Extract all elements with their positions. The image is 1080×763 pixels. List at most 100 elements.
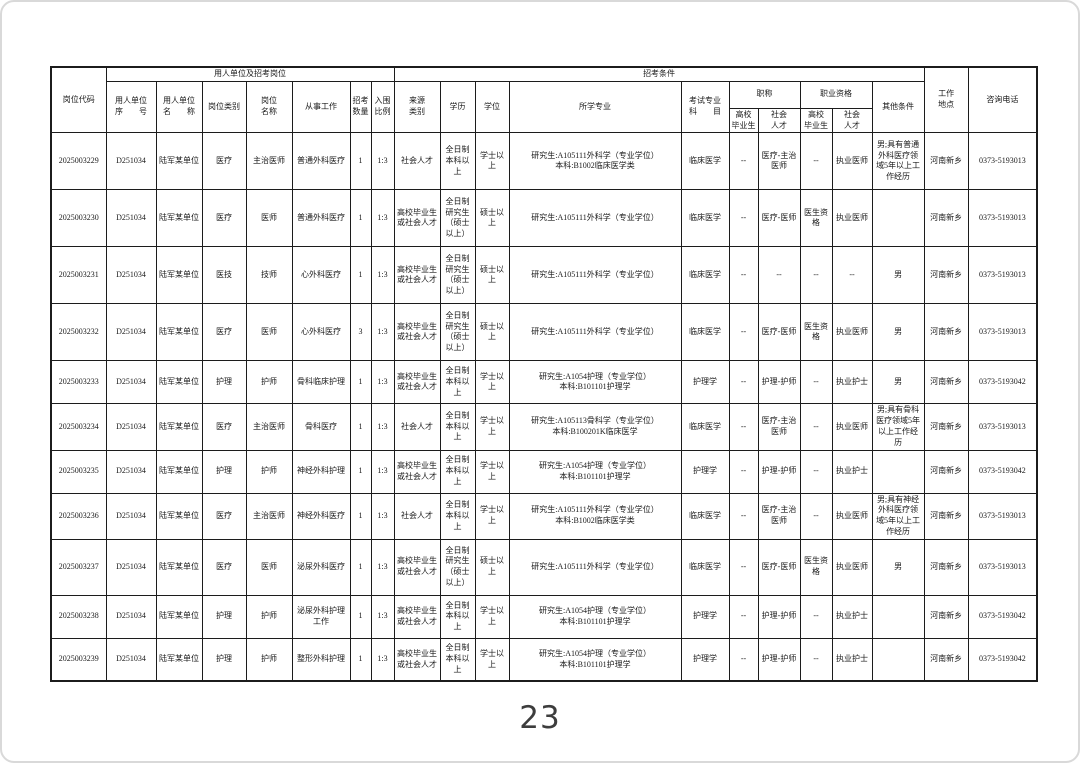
cell-recruit-count: 3 xyxy=(349,303,372,362)
cell-phone: 0373-5193013 xyxy=(967,538,1038,596)
cell-work-content: 泌尿外科医疗 xyxy=(291,538,351,596)
cell-other-conditions: 男;具有普通外科医疗领域5年以上工作经历 xyxy=(871,132,925,191)
table-row: 2025003230 D251034 陆军某单位 医疗 医师 普通外科医疗 1 1:3 高校毕业… xyxy=(50,189,1038,248)
cell-other-conditions: 男 xyxy=(871,360,925,405)
cell-major: 研究生:A1054护理（专业学位） 本科:B101101护理学 xyxy=(508,637,682,682)
cell-source: 高校毕业生或社会人才 xyxy=(393,449,441,494)
cell-phone: 0373-5193042 xyxy=(967,360,1038,405)
cell-other-conditions: 男 xyxy=(871,538,925,596)
cell-job-code: 2025003237 xyxy=(50,538,107,596)
cell-degree: 学士以上 xyxy=(474,132,510,191)
cell-exam-subject: 临床医学 xyxy=(680,492,730,540)
cell-qual-grad: -- xyxy=(799,637,833,682)
cell-phone: 0373-5193013 xyxy=(967,403,1038,451)
cell-employer-name: 陆军某单位 xyxy=(155,189,203,248)
cell-work-location: 河南新乡 xyxy=(923,360,969,405)
cell-qual-grad: -- xyxy=(799,246,833,305)
th-title-grad: 高校 毕业生 xyxy=(728,107,759,134)
table-row: 2025003235 D251034 陆军某单位 护理 护师 神经外科护理 1 1:3 高校毕业… xyxy=(50,449,1038,494)
cell-qual-grad: -- xyxy=(799,594,833,639)
cell-post-category: 医疗 xyxy=(201,303,247,362)
th-title-social: 社会 人才 xyxy=(757,107,801,134)
cell-phone: 0373-5193042 xyxy=(967,594,1038,639)
cell-recruit-count: 1 xyxy=(349,492,372,540)
cell-source: 社会人才 xyxy=(393,132,441,191)
cell-employer-no: D251034 xyxy=(105,246,157,305)
cell-post-name: 医师 xyxy=(245,303,293,362)
recruitment-table: 岗位代码 用人单位及招考岗位 招考条件 工作 地点 咨询电话 用人单位 序 号 … xyxy=(50,66,1039,683)
cell-other-conditions xyxy=(871,449,925,494)
cell-post-category: 医疗 xyxy=(201,189,247,248)
table-row: 2025003232 D251034 陆军某单位 医疗 医师 心外科医疗 3 1:3 高校毕业生… xyxy=(50,303,1038,362)
cell-degree: 学士以上 xyxy=(474,403,510,451)
cell-job-code: 2025003232 xyxy=(50,303,107,362)
cell-title-social: 护理-护师 xyxy=(757,594,801,639)
page-number: 23 xyxy=(519,700,561,736)
cell-post-name: 护师 xyxy=(245,449,293,494)
cell-work-content: 泌尿外科护理工作 xyxy=(291,594,351,639)
cell-work-location: 河南新乡 xyxy=(923,449,969,494)
th-employer-no: 用人单位 序 号 xyxy=(105,80,157,134)
cell-exam-subject: 护理学 xyxy=(680,637,730,682)
cell-qual-grad: -- xyxy=(799,132,833,191)
cell-qual-social: 执业医师 xyxy=(831,132,873,191)
cell-other-conditions xyxy=(871,637,925,682)
cell-other-conditions xyxy=(871,594,925,639)
th-major: 所学专业 xyxy=(508,80,682,134)
cell-recruit-count: 1 xyxy=(349,132,372,191)
cell-source: 高校毕业生或社会人才 xyxy=(393,303,441,362)
table-row: 2025003234 D251034 陆军某单位 医疗 主治医师 骨科医疗 1 1:3 社会人才… xyxy=(50,403,1038,451)
cell-title-grad: -- xyxy=(728,303,759,362)
cell-work-location: 河南新乡 xyxy=(923,132,969,191)
cell-work-location: 河南新乡 xyxy=(923,492,969,540)
cell-qual-social: 执业护士 xyxy=(831,637,873,682)
cell-title-social: 医疗-主治医师 xyxy=(757,403,801,451)
cell-post-name: 主治医师 xyxy=(245,403,293,451)
cell-major: 研究生:A105111外科学（专业学位） xyxy=(508,246,682,305)
cell-qual-social: 执业医师 xyxy=(831,538,873,596)
cell-title-grad: -- xyxy=(728,246,759,305)
cell-post-category: 医疗 xyxy=(201,403,247,451)
table-row: 2025003239 D251034 陆军某单位 护理 护师 整形外科护理 1 1:3 高校毕业… xyxy=(50,637,1038,682)
cell-phone: 0373-5193013 xyxy=(967,303,1038,362)
cell-work-content: 神经外科护理 xyxy=(291,449,351,494)
cell-post-category: 医技 xyxy=(201,246,247,305)
cell-source: 高校毕业生或社会人才 xyxy=(393,246,441,305)
th-title-group: 职称 xyxy=(728,80,801,109)
cell-recruit-count: 1 xyxy=(349,360,372,405)
cell-source: 高校毕业生或社会人才 xyxy=(393,360,441,405)
cell-job-code: 2025003236 xyxy=(50,492,107,540)
table-body: 2025003229 D251034 陆军某单位 医疗 主治医师 普通外科医疗 1 1:3 社会… xyxy=(50,132,1038,682)
cell-post-name: 护师 xyxy=(245,637,293,682)
cell-exam-subject: 临床医学 xyxy=(680,189,730,248)
cell-major: 研究生:A105111外科学（专业学位） 本科:B1002临床医学类 xyxy=(508,492,682,540)
cell-work-content: 心外科医疗 xyxy=(291,303,351,362)
cell-source: 高校毕业生或社会人才 xyxy=(393,594,441,639)
cell-work-content: 整形外科护理 xyxy=(291,637,351,682)
cell-post-category: 医疗 xyxy=(201,492,247,540)
cell-title-social: 医疗-主治医师 xyxy=(757,132,801,191)
cell-title-grad: -- xyxy=(728,132,759,191)
cell-recruit-count: 1 xyxy=(349,189,372,248)
cell-recruit-count: 1 xyxy=(349,403,372,451)
cell-post-category: 护理 xyxy=(201,360,247,405)
cell-title-grad: -- xyxy=(728,360,759,405)
th-source: 来源 类别 xyxy=(393,80,441,134)
cell-title-grad: -- xyxy=(728,492,759,540)
cell-education: 全日制本科以上 xyxy=(439,449,476,494)
cell-education: 全日制本科以上 xyxy=(439,594,476,639)
cell-degree: 学士以上 xyxy=(474,492,510,540)
cell-work-content: 普通外科医疗 xyxy=(291,132,351,191)
cell-qual-grad: -- xyxy=(799,403,833,451)
cell-title-social: 护理-护师 xyxy=(757,360,801,405)
th-other-conditions: 其他条件 xyxy=(871,80,925,134)
cell-employer-name: 陆军某单位 xyxy=(155,492,203,540)
cell-source: 高校毕业生或社会人才 xyxy=(393,538,441,596)
cell-recruit-count: 1 xyxy=(349,594,372,639)
cell-other-conditions: 男;具有骨科医疗领域5年以上工作经历 xyxy=(871,403,925,451)
cell-post-name: 医师 xyxy=(245,189,293,248)
cell-title-grad: -- xyxy=(728,594,759,639)
cell-qual-social: 执业护士 xyxy=(831,594,873,639)
table-row: 2025003236 D251034 陆军某单位 医疗 主治医师 神经外科医疗 1 1:3 社会… xyxy=(50,492,1038,540)
